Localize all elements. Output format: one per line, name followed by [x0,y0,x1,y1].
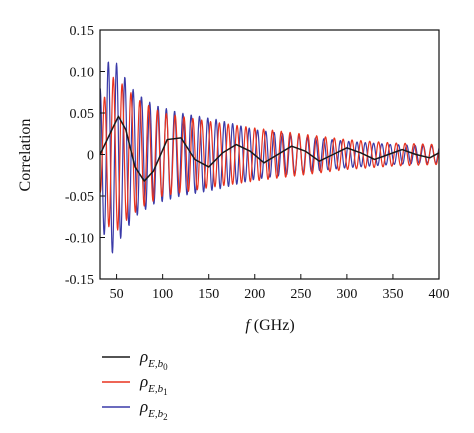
y-tick-label: -0.15 [65,273,94,288]
x-tick-label: 350 [382,287,403,302]
y-tick-label: -0.05 [65,190,94,205]
y-tick-label: 0.15 [70,24,95,39]
legend-label-2: ρE,b2 [139,397,168,422]
y-tick-label: 0.05 [70,107,95,122]
series-line-2 [99,61,440,254]
x-tick-label: 400 [429,287,450,302]
series-line-0 [99,115,440,182]
x-tick-label: 200 [244,287,265,302]
x-tick-label: 50 [110,287,124,302]
plot-series [99,61,440,254]
y-tick-label: 0.10 [70,66,95,81]
series-line-1 [99,76,440,231]
x-axis: 50 100 150 200 250 300 350 400 [110,274,450,302]
x-axis-label: f (GHz) [245,317,294,334]
x-tick-label: 250 [290,287,311,302]
y-tick-label: -0.10 [65,232,94,247]
y-axis-label: Correlation [17,119,34,192]
legend-label-1: ρE,b1 [139,372,168,397]
x-tick-label: 300 [336,287,357,302]
x-tick-label: 100 [152,287,173,302]
y-tick-label: 0 [87,149,94,164]
y-axis: -0.15 -0.10 -0.05 0 0.05 0.10 0.15 [65,24,105,288]
legend-label-0: ρE,b0 [139,347,168,372]
x-tick-label: 150 [198,287,219,302]
